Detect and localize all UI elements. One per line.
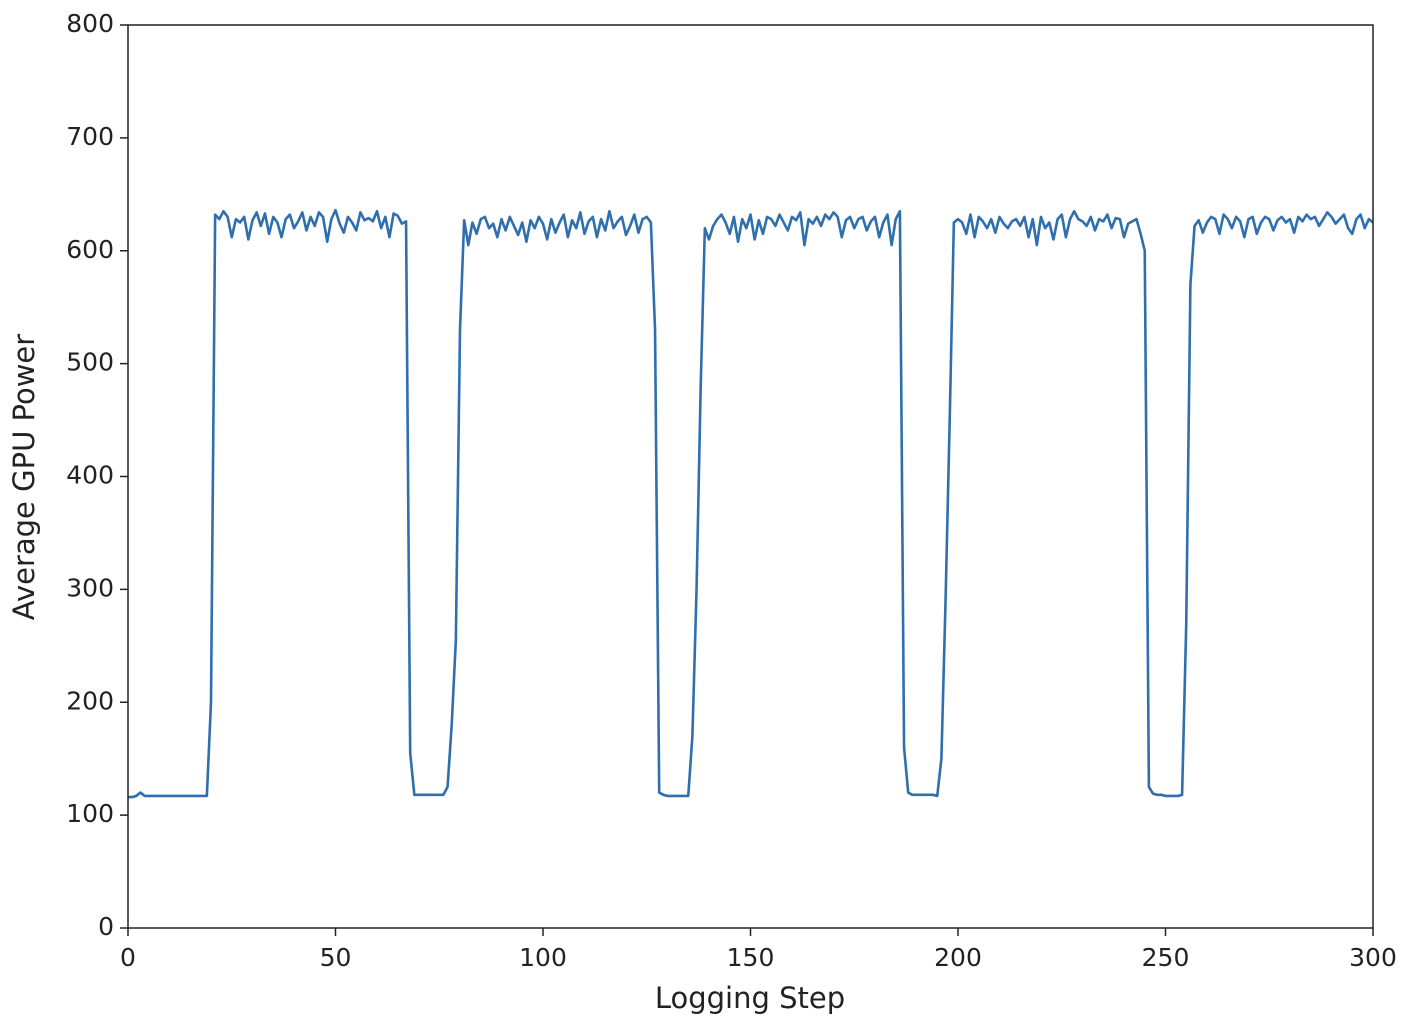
y-tick-label: 400 [66, 461, 114, 490]
y-tick-label: 600 [66, 235, 114, 264]
y-tick-label: 100 [66, 799, 114, 828]
plot-frame [127, 24, 1374, 929]
x-tick-label: 150 [727, 943, 775, 972]
x-tick-label: 250 [1142, 943, 1190, 972]
x-tick-label: 100 [519, 943, 567, 972]
x-tick-label: 50 [320, 943, 352, 972]
x-tick-label: 200 [934, 943, 982, 972]
y-tick-label: 800 [66, 9, 114, 38]
x-tick-label: 0 [120, 943, 136, 972]
y-tick-label: 500 [66, 348, 114, 377]
y-tick-label: 300 [66, 573, 114, 602]
data-line [128, 208, 1374, 799]
y-tick-label: 200 [66, 686, 114, 715]
x-axis-label: Logging Step [655, 981, 845, 1015]
y-tick-label: 0 [98, 912, 114, 941]
y-axis-label: Average GPU Power [7, 334, 41, 620]
y-tick-label: 700 [66, 122, 114, 151]
x-tick-label: 300 [1349, 943, 1397, 972]
